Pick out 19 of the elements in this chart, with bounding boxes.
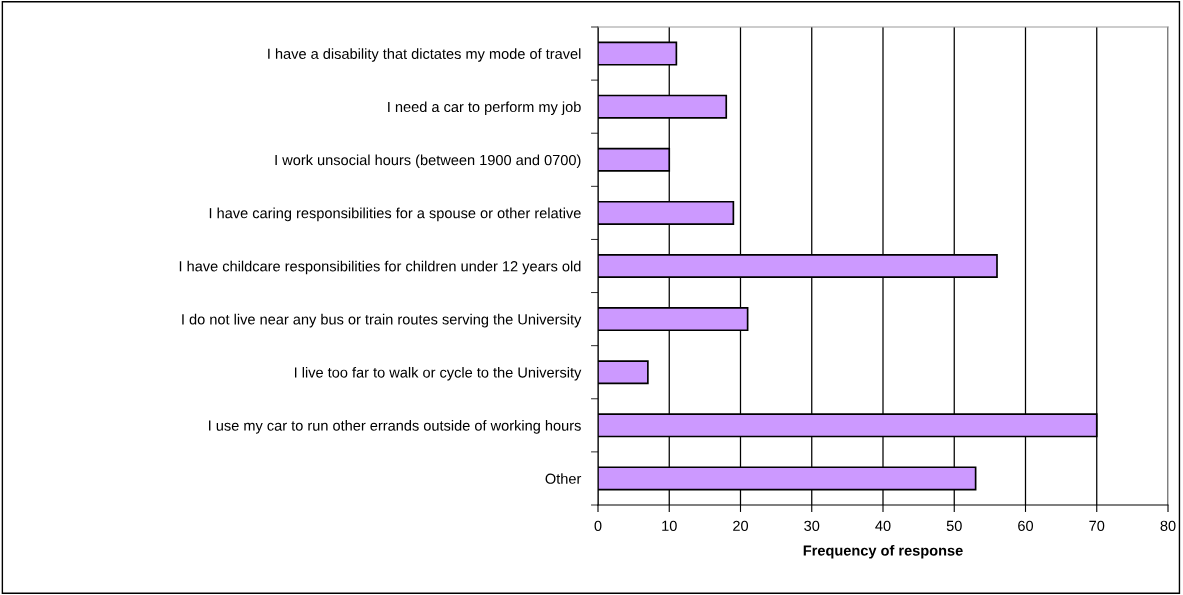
x-tick-label: 80 — [1160, 520, 1176, 531]
y-tick-label: I have childcare responsibilities for children under 12 years old — [179, 260, 581, 275]
x-tick-label: 50 — [946, 520, 962, 531]
x-tick-label: 10 — [662, 520, 677, 531]
y-tick-label: I do not live near any bus or train routes serving the University — [182, 313, 582, 328]
y-tick-label: I need a car to perform my job — [388, 101, 581, 115]
y-tick-label: Other — [545, 473, 582, 484]
x-tick-label: 40 — [875, 520, 891, 531]
y-tick-label: I live too far to walk or cycle to the University — [294, 366, 582, 381]
y-tick-label: I use my car to run other errands outside of working hours — [209, 420, 581, 434]
x-tick-label: 70 — [1089, 520, 1105, 531]
x-tick-label: 0 — [594, 520, 602, 531]
x-axis-title: Frequency of response — [803, 544, 963, 559]
y-tick-label: I have a disability that dictates my mode of travel — [268, 48, 581, 62]
x-tick-label: 60 — [1018, 520, 1034, 531]
x-tick-label: 20 — [733, 520, 749, 531]
x-tick-label: 30 — [804, 520, 820, 531]
y-tick-label: I work unsocial hours (between 1900 and 0700) — [275, 154, 581, 169]
y-tick-label: I have caring responsibilities for a spouse or other relative — [209, 207, 581, 222]
